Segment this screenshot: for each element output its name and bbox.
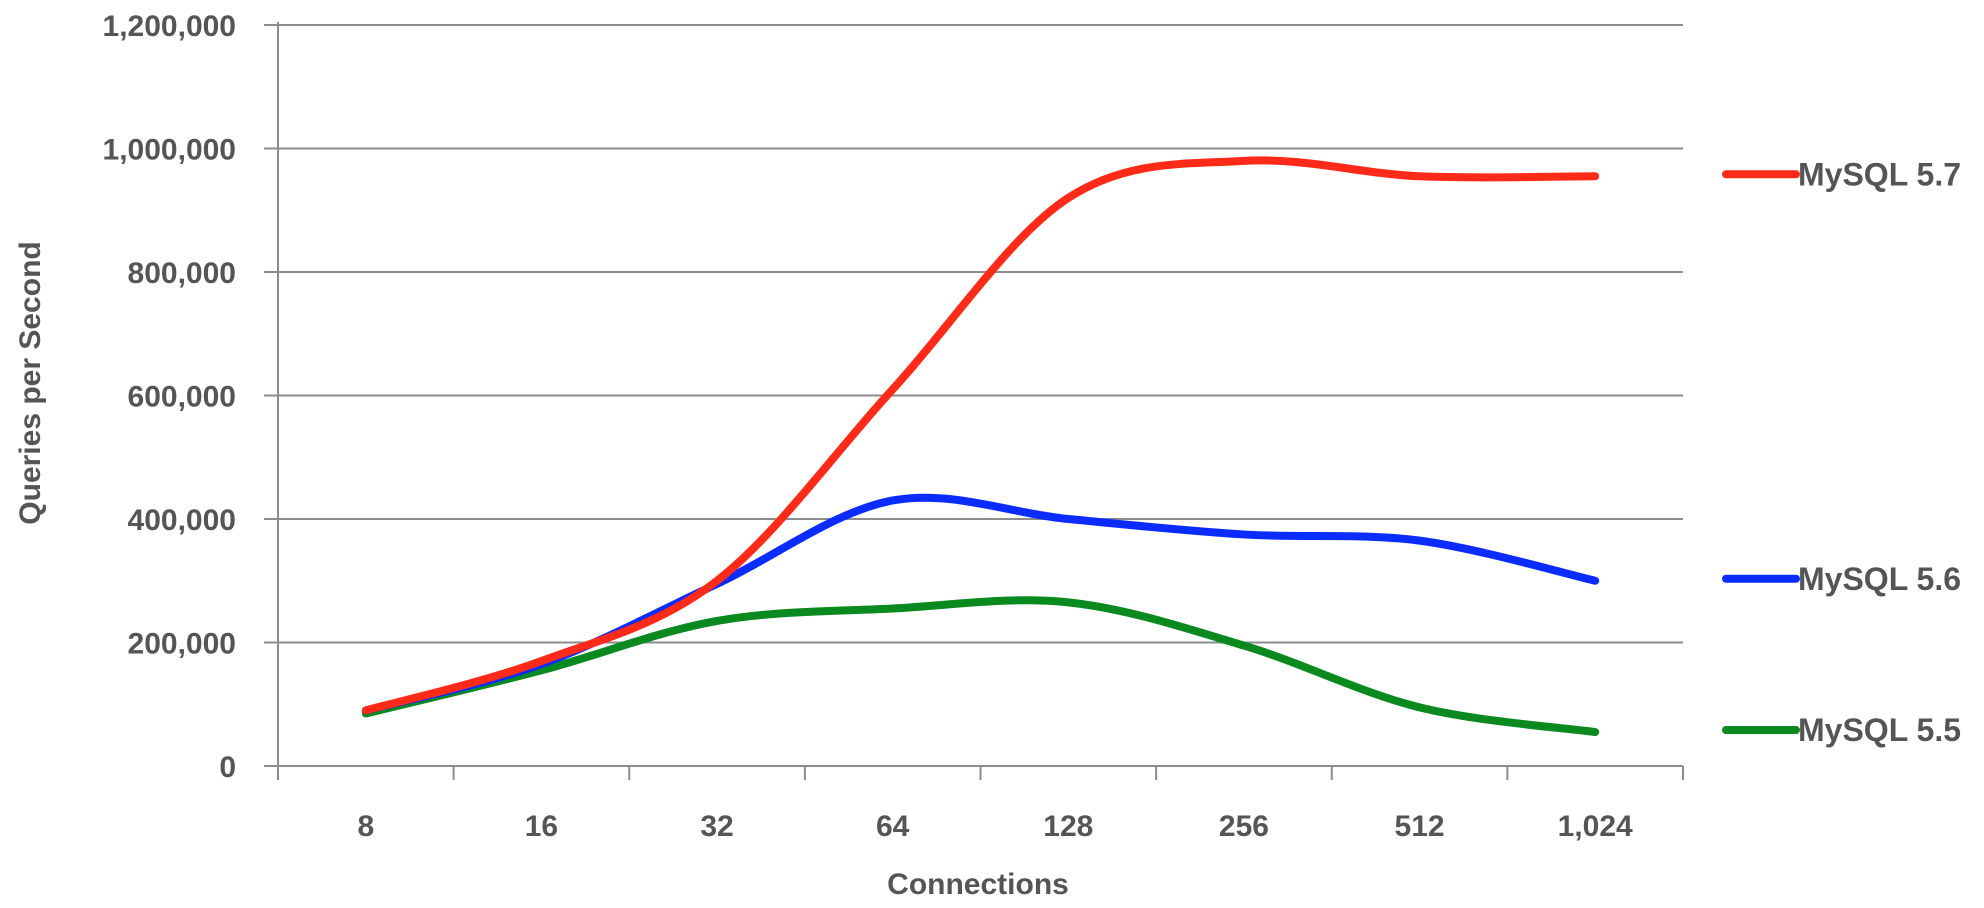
x-tick-label: 8 <box>357 810 374 843</box>
series-line-mysql-5-7 <box>361 156 1600 715</box>
legend-label: MySQL 5.7 <box>1798 156 1961 192</box>
y-tick-label: 0 <box>219 751 236 784</box>
x-tick-label: 16 <box>525 810 558 843</box>
x-tick-label: 1,024 <box>1558 810 1633 843</box>
x-tick-label: 256 <box>1219 810 1269 843</box>
y-tick-labels: 0 200,000 400,000 600,000 800,000 1,000,000 1,… <box>103 10 236 784</box>
legend: MySQL 5.7 MySQL 5.6 MySQL 5.5 <box>1722 156 1961 748</box>
y-tick-label: 600,000 <box>128 381 236 414</box>
series-line-mysql-5-5 <box>361 596 1600 737</box>
y-tick-label: 200,000 <box>128 628 236 661</box>
y-tick-label: 1,200,000 <box>103 10 236 43</box>
legend-item-mysql-5-6: MySQL 5.6 <box>1722 561 1961 597</box>
series-lines <box>361 156 1600 737</box>
legend-item-mysql-5-7: MySQL 5.7 <box>1722 156 1961 192</box>
y-tick-label: 1,000,000 <box>103 134 236 167</box>
legend-item-mysql-5-5: MySQL 5.5 <box>1722 712 1961 748</box>
x-tick-label: 64 <box>876 810 910 843</box>
axes <box>264 22 1684 780</box>
x-tick-labels: 8 16 32 64 128 256 512 1,024 <box>357 810 1633 843</box>
x-tick-label: 32 <box>700 810 733 843</box>
gridlines <box>278 24 1683 644</box>
y-tick-label: 800,000 <box>128 257 236 290</box>
y-tick-label: 400,000 <box>128 504 236 537</box>
x-tick-label: 512 <box>1395 810 1445 843</box>
x-tick-label: 128 <box>1043 810 1093 843</box>
legend-label: MySQL 5.5 <box>1798 712 1961 748</box>
x-axis-title: Connections <box>887 868 1069 901</box>
legend-label: MySQL 5.6 <box>1798 561 1961 597</box>
y-axis-title: Queries per Second <box>14 241 47 524</box>
